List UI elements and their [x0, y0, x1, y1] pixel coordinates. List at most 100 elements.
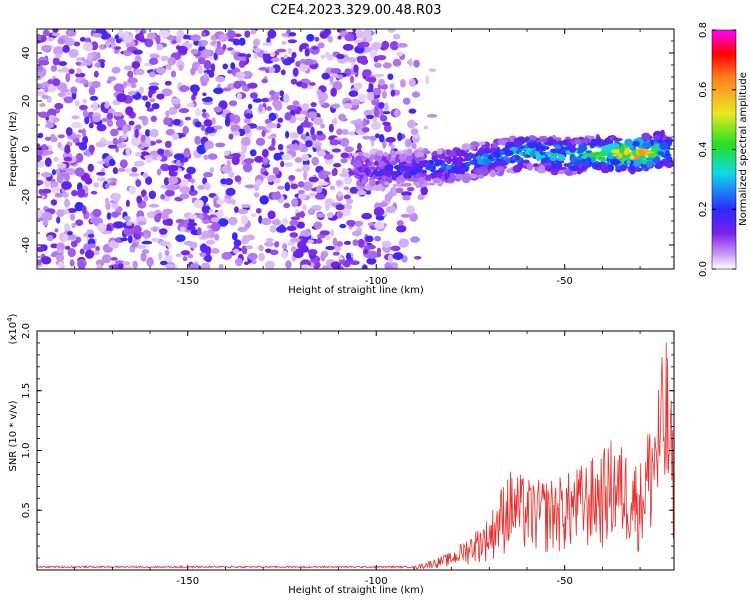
- noise-cell: [84, 249, 95, 259]
- signal-cell: [392, 183, 399, 188]
- noise-cell: [37, 90, 46, 96]
- noise-cell: [52, 29, 59, 33]
- noise-cell: [53, 156, 60, 162]
- signal-cell: [567, 142, 573, 148]
- noise-cell: [154, 214, 161, 223]
- noise-cell: [193, 199, 204, 209]
- noise-cell: [116, 93, 127, 103]
- noise-cell: [209, 167, 215, 174]
- noise-cell: [365, 114, 375, 120]
- noise-cell: [130, 137, 142, 147]
- noise-cell: [215, 46, 225, 56]
- signal-cell: [563, 163, 569, 167]
- signal-cell: [518, 152, 524, 156]
- signal-cell: [413, 166, 421, 173]
- noise-cell: [365, 190, 372, 195]
- signal-cell: [497, 139, 506, 145]
- signal-cell: [483, 153, 490, 158]
- noise-cell: [390, 89, 396, 97]
- noise-cell: [155, 66, 167, 75]
- noise-cell: [164, 264, 175, 268]
- noise-cell: [277, 185, 285, 190]
- signal-cell: [645, 160, 653, 168]
- noise-cell: [141, 240, 153, 245]
- signal-cell: [449, 172, 456, 179]
- noise-cell: [224, 178, 234, 186]
- noise-cell: [107, 144, 117, 149]
- noise-cell: [41, 256, 52, 265]
- signal-cell: [578, 144, 588, 152]
- noise-cell: [340, 158, 348, 164]
- colorbar-tick-label: 0.8: [698, 22, 709, 38]
- noise-cell: [277, 143, 284, 151]
- noise-cell: [82, 98, 87, 104]
- noise-cell: [280, 69, 286, 76]
- noise-cell: [84, 116, 90, 125]
- noise-cell: [42, 29, 50, 37]
- noise-cell: [131, 166, 138, 173]
- signal-cell: [628, 165, 636, 172]
- noise-cell: [355, 29, 364, 39]
- noise-cell: [337, 190, 343, 198]
- signal-cell: [364, 168, 370, 174]
- noise-cell: [269, 90, 276, 96]
- noise-cell: [104, 102, 110, 109]
- noise-cell: [105, 40, 111, 48]
- noise-cell: [228, 170, 235, 178]
- noise-cell: [188, 189, 198, 196]
- noise-cell: [296, 116, 306, 122]
- noise-cell: [231, 232, 238, 241]
- noise-cell: [58, 61, 68, 67]
- noise-cell: [184, 116, 191, 121]
- noise-cell: [108, 264, 119, 269]
- noise-cell: [71, 222, 76, 229]
- noise-cell: [341, 208, 351, 217]
- noise-cell: [78, 142, 88, 151]
- noise-cell: [298, 189, 305, 194]
- signal-cell: [446, 156, 452, 164]
- noise-cell: [270, 95, 280, 101]
- signal-cell: [568, 145, 577, 153]
- noise-cell: [369, 49, 378, 59]
- noise-cell: [54, 102, 64, 110]
- spectrogram-panel: -150 -100 -50 -40 -20 0 20 40 Height of straig…: [8, 28, 675, 296]
- noise-cell: [132, 260, 138, 269]
- signal-cell: [443, 158, 448, 163]
- signal-cell: [444, 172, 449, 181]
- noise-cell: [145, 129, 151, 137]
- noise-cell: [243, 158, 255, 164]
- noise-cell: [311, 156, 319, 166]
- noise-cell: [378, 102, 385, 109]
- noise-cell: [230, 62, 236, 70]
- noise-cell: [203, 172, 213, 178]
- noise-cell: [341, 203, 353, 211]
- noise-cell: [123, 215, 131, 222]
- noise-cell: [390, 144, 395, 150]
- signal-cell: [509, 146, 518, 152]
- signal-cell: [514, 137, 521, 144]
- signal-cell: [509, 159, 516, 164]
- noise-cell: [197, 185, 206, 190]
- noise-cell: [75, 219, 84, 226]
- noise-cell: [372, 87, 382, 96]
- noise-cell: [290, 183, 299, 190]
- noise-cell: [148, 90, 153, 98]
- noise-cell: [217, 209, 224, 219]
- signal-cell: [361, 178, 368, 184]
- colorbar-tick-label: 0.2: [698, 201, 709, 217]
- noise-cell: [326, 54, 335, 61]
- noise-cell: [347, 57, 357, 63]
- noise-cell: [156, 93, 165, 100]
- signal-cell: [551, 163, 557, 169]
- noise-cell: [331, 169, 337, 177]
- noise-cell: [145, 176, 153, 185]
- noise-cell: [79, 248, 85, 255]
- noise-cell: [211, 117, 216, 125]
- noise-cell: [182, 256, 188, 262]
- noise-cell: [208, 71, 215, 78]
- noise-cell: [115, 119, 127, 128]
- noise-cell: [75, 61, 82, 66]
- noise-cell: [197, 227, 202, 236]
- noise-cell: [200, 243, 208, 253]
- signal-cell: [498, 160, 507, 165]
